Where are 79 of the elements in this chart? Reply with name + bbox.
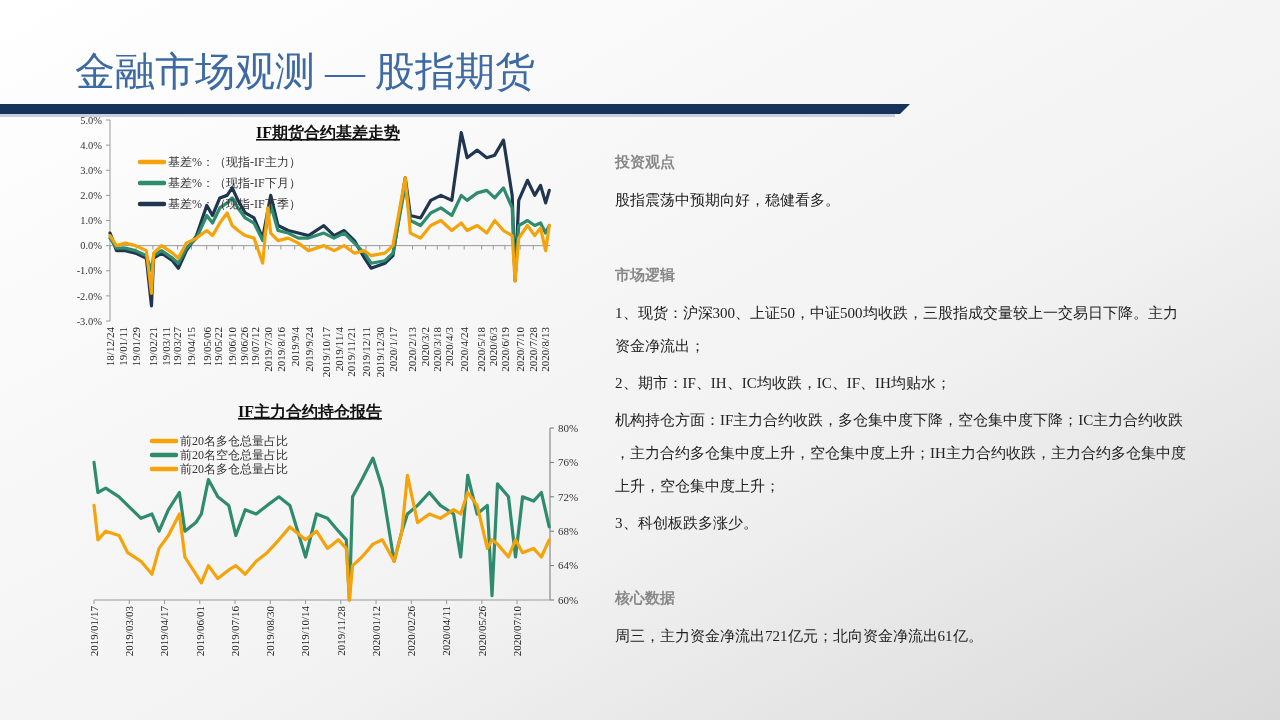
legend-label: 前20名多仓总量占比 — [180, 462, 288, 477]
x-tick-label: 2019/9/4 — [288, 326, 301, 367]
x-tick-label: 2019/08/30 — [264, 605, 277, 657]
text: 2、期市：IF、IH、IC均收跌，IC、IF、IH均贴水； — [615, 375, 951, 392]
x-tick-label: 19/07/12 — [249, 327, 262, 367]
x-tick-label: 2019/7/30 — [262, 326, 275, 372]
x-tick-label: 2020/4/24 — [458, 326, 471, 372]
text: 1、现货：沪深300、上证50，中证500均收跌，三股指成交量较上一交易日下降。主力资金净流出； — [615, 305, 1178, 355]
y-tick-label: 5.0% — [80, 114, 103, 126]
legend-label: 前20名多仓总量占比 — [180, 434, 288, 449]
x-tick-label: 2019/01/17 — [87, 605, 100, 657]
x-tick-label: 19/01/11 — [116, 327, 129, 366]
x-tick-label: 19/06/10 — [226, 326, 239, 367]
x-tick-label: 2020/6/19 — [498, 326, 511, 372]
y2-tick-label: 80% — [558, 421, 579, 434]
legend-label: 前20名空仓总量占比 — [180, 448, 288, 463]
x-tick-label: 2020/2/13 — [406, 326, 419, 372]
chart-title: IF期货合约基差走势 — [256, 124, 400, 142]
x-tick-label: 2020/01/12 — [369, 606, 382, 657]
x-tick-label: 2020/7/10 — [514, 326, 527, 372]
y-tick-label: 0.0% — [80, 240, 103, 252]
x-tick-label: 19/06/26 — [237, 326, 250, 367]
text: 股指震荡中预期向好，稳健看多。 — [615, 192, 840, 209]
y2-tick-label: 60% — [558, 593, 579, 606]
y-tick-label: 3.0% — [80, 164, 103, 176]
x-tick-label: 19/04/15 — [185, 326, 198, 367]
x-tick-label: 2019/11/4 — [332, 326, 345, 372]
y-tick-label: 1.0% — [80, 215, 103, 227]
y2-tick-label: 76% — [558, 456, 579, 469]
x-tick-label: 18/12/24 — [103, 326, 116, 367]
text: 3、科创板跌多涨少。 — [615, 515, 758, 532]
x-tick-label: 2020/05/26 — [475, 605, 488, 657]
x-tick-label: 2019/8/16 — [274, 326, 287, 372]
y2-tick-label: 68% — [558, 525, 579, 538]
x-tick-label: 2019/12/11 — [359, 327, 372, 377]
x-tick-label: 2019/11/21 — [345, 327, 358, 377]
y2-tick-label: 64% — [558, 559, 579, 572]
x-tick-label: 2019/10/14 — [299, 605, 312, 657]
x-tick-label: 19/03/27 — [171, 326, 184, 367]
text: 核心数据 — [614, 589, 675, 607]
text: 周三，主力资金净流出721亿元；北向资金净流出61亿。 — [615, 628, 983, 645]
x-tick-label: 2020/8/13 — [538, 326, 551, 372]
text: 市场逻辑 — [614, 266, 675, 284]
line-series — [108, 176, 551, 295]
x-tick-label: 2020/3/2 — [419, 327, 432, 367]
x-tick-label: 19/05/22 — [212, 327, 225, 367]
y-tick-label: -3.0% — [76, 315, 103, 327]
x-tick-label: 2019/06/01 — [193, 606, 206, 657]
x-tick-label: 2019/03/03 — [123, 605, 136, 657]
x-tick-label: 2020/1/17 — [386, 326, 399, 372]
x-tick-label: 2020/02/26 — [405, 605, 418, 657]
x-tick-label: 19/03/11 — [159, 327, 172, 366]
x-tick-label: 2020/7/28 — [527, 326, 540, 372]
x-tick-label: 2019/10/17 — [319, 326, 332, 378]
y-tick-label: 4.0% — [80, 139, 103, 151]
x-tick-label: 2019/11/28 — [334, 605, 347, 656]
x-tick-label: 2020/4/3 — [442, 326, 455, 367]
y2-tick-label: 72% — [558, 490, 579, 503]
y-tick-label: -2.0% — [76, 290, 103, 302]
chart-title: IF主力合约持仓报告 — [238, 402, 382, 420]
x-tick-label: 2020/07/10 — [510, 605, 523, 657]
text: 机构持仓方面：IF主力合约收跌，多仓集中度下降，空仓集中度下降；IC主力合约收跌，主力合约多仓集中度上升，空仓集中度上升；IH主力合约收跌，主力合约多仓集中度上升，空仓集中度上升； — [615, 412, 1186, 495]
x-tick-label: 2020/5/18 — [475, 326, 488, 372]
x-tick-label: 19/01/29 — [130, 326, 143, 367]
x-tick-label: 2020/3/18 — [431, 326, 444, 372]
text: 投资观点 — [614, 154, 675, 171]
x-tick-label: 19/02/21 — [146, 327, 159, 367]
x-tick-label: 2020/04/11 — [440, 606, 453, 656]
y-tick-label: 2.0% — [80, 190, 103, 202]
x-tick-label: 2019/9/24 — [303, 326, 316, 372]
x-tick-label: 2020/6/3 — [487, 326, 500, 367]
x-tick-label: 2019/07/16 — [228, 605, 241, 657]
x-tick-label: 2019/04/17 — [158, 605, 171, 657]
x-tick-label: 2019/12/30 — [373, 326, 386, 378]
x-tick-label: 19/05/06 — [200, 326, 213, 367]
text: 金融市场观测 — 股指期货 — [75, 49, 535, 94]
legend-label: 基差%：（现指-IF主力） — [168, 155, 301, 170]
y-tick-label: -1.0% — [76, 265, 103, 277]
legend-label: 基差%：（现指-IF下月） — [168, 176, 301, 191]
